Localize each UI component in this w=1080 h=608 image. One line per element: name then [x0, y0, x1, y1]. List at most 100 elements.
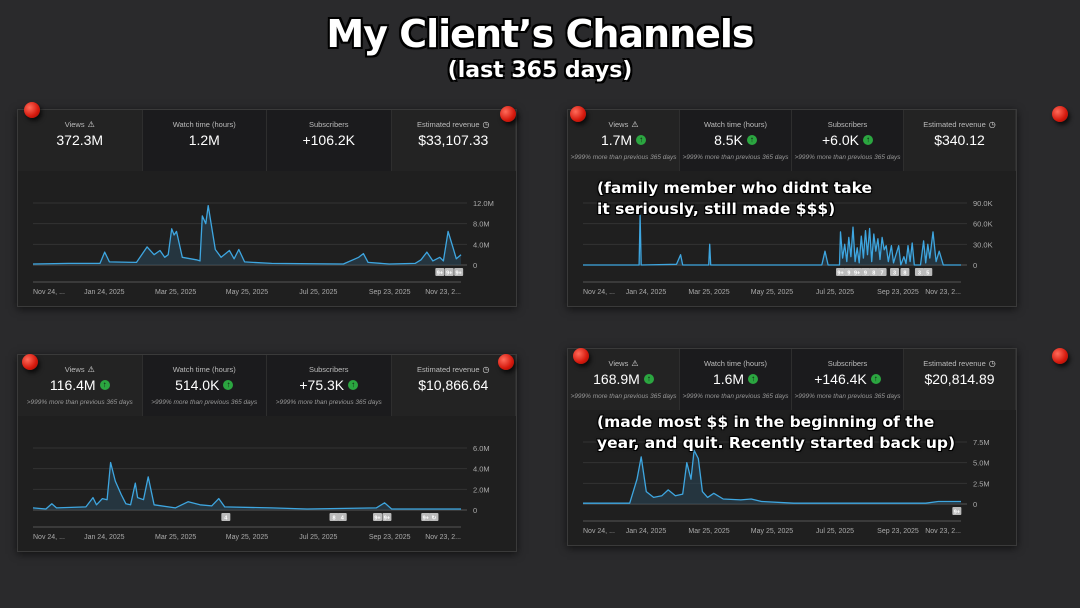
x-tick-label: Mar 25, 2025 — [155, 289, 196, 296]
stat-label: Watch time (hours) — [703, 359, 768, 368]
pin-icon — [500, 106, 516, 122]
y-tick-label: 0 — [973, 261, 977, 270]
x-tick-label: May 25, 2025 — [751, 289, 794, 296]
stat-card-views[interactable]: Views ⚠ 168.9M ↑ >999% more than previous 36… — [568, 349, 680, 410]
x-tick-label: Mar 25, 2025 — [688, 528, 729, 535]
stat-value: 514.0K — [175, 377, 220, 393]
pin-icon — [24, 102, 40, 118]
clock-icon: ◷ — [988, 120, 996, 129]
video-marker[interactable]: 8 — [329, 513, 339, 522]
stat-card-subscribers[interactable]: Subscribers +6.0K ↑ >999% more than previou… — [792, 110, 904, 171]
video-marker[interactable]: 3 — [890, 268, 900, 277]
video-marker[interactable]: 9+ — [952, 507, 962, 516]
stat-comparison: >999% more than previous 365 days — [26, 399, 133, 406]
marker-label: 7 — [881, 271, 884, 277]
video-marker[interactable]: 7 — [877, 268, 887, 277]
pin-icon — [22, 354, 38, 370]
stat-card-watch[interactable]: Watch time (hours) 1.6M ↑ >999% more than p… — [680, 349, 792, 410]
marker-label: 9+ — [384, 516, 390, 522]
stat-label: Estimated revenue — [923, 359, 986, 368]
stat-card-views[interactable]: Views ⚠ 116.4M ↑ >999% more than previous 36… — [18, 355, 143, 416]
stats-row: Views ⚠ 168.9M ↑ >999% more than previous 36… — [568, 349, 1016, 410]
marker-label: ↻ — [432, 515, 437, 522]
stat-card-views[interactable]: Views ⚠ 1.7M ↑ >999% more than previous 365 … — [568, 110, 680, 171]
stat-card-estimated[interactable]: Estimated revenue ◷ $340.12 — [904, 110, 1016, 171]
stat-card-estimated[interactable]: Estimated revenue ◷ $20,814.89 — [904, 349, 1016, 410]
stat-value: +146.4K — [814, 371, 867, 387]
stat-card-views[interactable]: Views ⚠ 372.3M — [18, 110, 143, 171]
series-area — [33, 205, 461, 265]
y-tick-label: 60.0K — [973, 220, 993, 229]
stat-label: Subscribers — [308, 120, 349, 129]
video-marker[interactable]: ↻ — [429, 513, 439, 522]
stat-label: Estimated revenue — [416, 120, 480, 129]
warning-icon: ⚠ — [631, 120, 639, 129]
x-tick-label: Mar 25, 2025 — [688, 289, 729, 296]
marker-label: 9+ — [837, 271, 843, 277]
stat-card-subscribers[interactable]: Subscribers +106.2K — [267, 110, 392, 171]
stat-card-watch[interactable]: Watch time (hours) 1.2M — [142, 110, 267, 171]
arrow-up-icon: ↑ — [870, 374, 881, 384]
x-tick-label: Sep 23, 2025 — [369, 289, 411, 296]
video-marker[interactable]: 9+ — [421, 513, 431, 522]
x-tick-label: May 25, 2025 — [751, 528, 794, 535]
x-tick-label: Nov 23, 2... — [425, 534, 461, 541]
stat-card-subscribers[interactable]: Subscribers +146.4K ↑ >999% more than previ… — [792, 349, 904, 410]
stat-comparison: >999% more than previous 365 days — [794, 154, 901, 161]
y-tick-label: 0 — [473, 261, 477, 270]
stat-comparison: >999% more than previous 365 days — [682, 154, 789, 161]
video-marker[interactable]: 9+ — [444, 268, 454, 277]
stat-value: +75.3K — [299, 377, 345, 393]
marker-label: 8 — [903, 271, 906, 277]
stats-row: Views ⚠ 1.7M ↑ >999% more than previous 365 … — [568, 110, 1016, 171]
x-tick-label: Sep 23, 2025 — [877, 528, 919, 535]
series-line — [583, 449, 961, 504]
video-marker[interactable]: 9 — [860, 268, 870, 277]
stat-card-watch[interactable]: Watch time (hours) 514.0K ↑ >999% more than… — [142, 355, 267, 416]
x-tick-label: Jan 24, 2025 — [84, 534, 125, 541]
video-marker[interactable]: 8 — [869, 268, 879, 277]
video-marker[interactable]: 3 — [914, 268, 924, 277]
video-marker[interactable]: 9+ — [435, 268, 445, 277]
stat-value: $10,866.64 — [418, 377, 489, 393]
x-tick-label: Nov 24, ... — [583, 528, 615, 535]
video-marker[interactable]: 9+ — [836, 268, 846, 277]
video-marker[interactable]: 4 — [337, 513, 347, 522]
y-tick-label: 4.0M — [473, 240, 490, 249]
video-marker[interactable]: 9+ — [382, 513, 392, 522]
marker-label: 5 — [926, 271, 929, 277]
stat-card-estimated[interactable]: Estimated revenue ◷ $33,107.33 — [392, 110, 516, 171]
page-title: My Client’s Channels — [326, 12, 754, 56]
stat-card-subscribers[interactable]: Subscribers +75.3K ↑ >999% more than previo… — [267, 355, 392, 416]
x-tick-label: Nov 23, 2... — [425, 289, 461, 296]
y-tick-label: 6.0M — [473, 444, 490, 453]
x-tick-label: Nov 24, ... — [33, 534, 65, 541]
x-tick-label: Sep 23, 2025 — [877, 289, 919, 296]
pin-icon — [498, 354, 514, 370]
arrow-up-icon: ↑ — [223, 380, 234, 390]
video-marker[interactable]: 9+ — [373, 513, 383, 522]
x-tick-label: May 25, 2025 — [226, 534, 269, 541]
stat-card-watch[interactable]: Watch time (hours) 8.5K ↑ >999% more than p… — [680, 110, 792, 171]
y-tick-label: 2.5M — [973, 479, 990, 488]
video-marker[interactable]: 5 — [923, 268, 933, 277]
video-marker[interactable]: 9 — [844, 268, 854, 277]
x-tick-label: Jul 25, 2025 — [299, 289, 337, 296]
stat-card-estimated[interactable]: Estimated revenue ◷ $10,866.64 — [392, 355, 516, 416]
y-tick-label: 2.0M — [473, 485, 490, 494]
clock-icon: ◷ — [482, 120, 490, 129]
x-tick-label: Nov 24, ... — [33, 289, 65, 296]
stat-label: Views — [608, 120, 629, 129]
stats-row: Views ⚠ 116.4M ↑ >999% more than previous 36… — [18, 355, 516, 416]
y-tick-label: 8.0M — [473, 220, 490, 229]
x-tick-label: May 25, 2025 — [226, 289, 269, 296]
video-marker[interactable]: 9+ — [454, 268, 464, 277]
page-subtitle: (last 365 days) — [447, 58, 633, 83]
video-marker[interactable]: 4 — [221, 513, 231, 522]
stat-value: +106.2K — [302, 132, 356, 148]
views-chart: 02.0M4.0M6.0M4 8 4 9+ 9+ 9+ ↻Nov 24, ... Jan 24… — [32, 444, 490, 541]
video-marker[interactable]: 8 — [900, 268, 910, 277]
marker-label: 9+ — [437, 271, 443, 277]
video-marker[interactable]: 9+ — [852, 268, 862, 277]
x-tick-label: Nov 23, 2... — [925, 289, 961, 296]
